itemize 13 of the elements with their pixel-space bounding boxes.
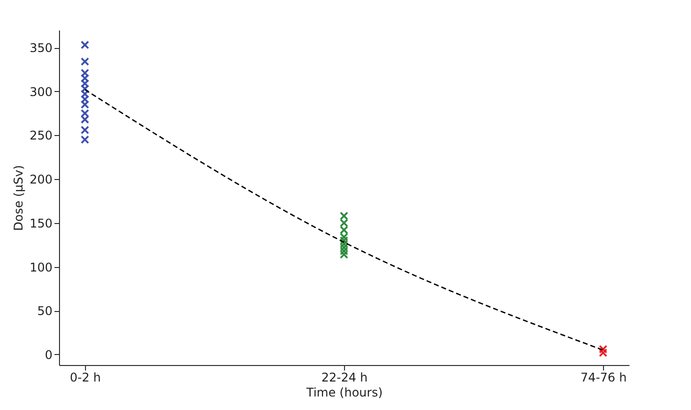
y-tick-label: 150 [30,216,52,230]
y-tick-label: 250 [30,128,52,143]
x-tick-label: 22-24 h [321,370,368,384]
y-tick-label: 200 [30,172,52,187]
y-tick-label: 100 [30,260,52,274]
x-tick-label: 0-2 h [70,370,101,384]
y-tick-label: 350 [30,41,52,56]
x-tick-label: 74-76 h [580,370,627,384]
y-tick-label: 0 [44,348,52,362]
y-tick-label: 300 [30,84,52,99]
y-axis-title: Dose (µSv) [12,165,26,231]
y-tick-label: 50 [37,304,52,318]
x-axis-title: Time (hours) [305,386,383,400]
